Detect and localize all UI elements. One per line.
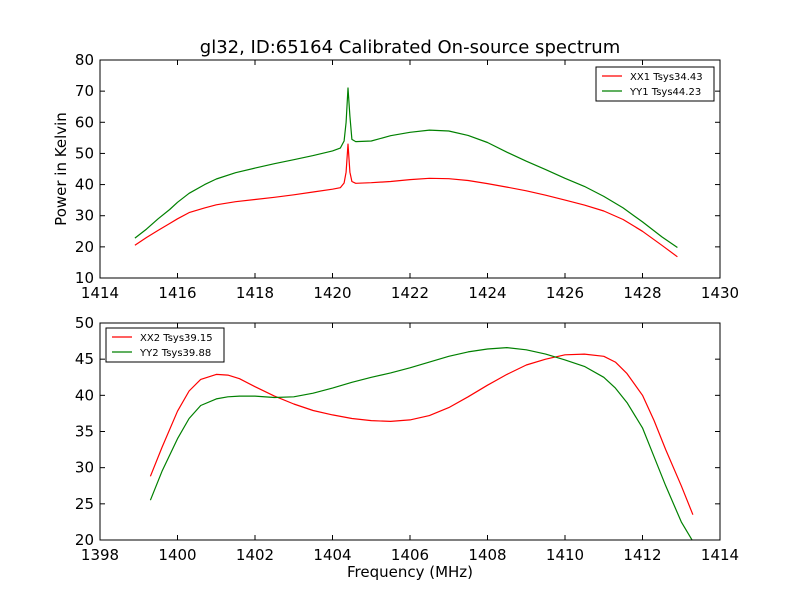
x-tick-label: 1418: [236, 284, 274, 302]
x-tick-label: 1408: [468, 546, 506, 564]
y-tick-label: 20: [75, 531, 94, 549]
y-tick-label: 50: [75, 314, 94, 332]
x-tick-label: 1424: [468, 284, 506, 302]
x-tick-label: 1398: [81, 546, 119, 564]
chart-1: 1414 1416 1418 1420 1422 1424 1426 1428 1430 10 20…: [52, 51, 739, 302]
y-tick-label: 45: [75, 350, 94, 368]
chart-2: 1398 1400 1402 1404 1406 1408 1410 1412 1414 20 25…: [75, 314, 739, 581]
legend-label: XX2 Tsys39.15: [140, 333, 213, 344]
x-tick-label: 1428: [623, 284, 661, 302]
x-tick-label: 1426: [546, 284, 584, 302]
y-tick-label: 30: [75, 459, 94, 477]
series-line-2-2: [149, 347, 693, 540]
legend: XX2 Tsys39.15 YY2 Tsys39.88: [105, 327, 225, 363]
y-tick-label: 10: [75, 269, 94, 287]
y-tick-label: 60: [75, 113, 94, 131]
legend-label: YY1 Tsys44.23: [629, 87, 701, 98]
x-tick-label: 1420: [313, 284, 351, 302]
x-tick-label: 1412: [623, 546, 661, 564]
y-axis-label: Power in Kelvin: [52, 112, 70, 226]
x-tick-label: 1422: [391, 284, 429, 302]
series-line-2-1: [149, 353, 694, 515]
y-tick-label: 35: [75, 423, 94, 441]
x-axis-label: Frequency (MHz): [347, 563, 473, 581]
series-line-1-1: [134, 143, 678, 258]
legend: XX1 Tsys34.43 YY1 Tsys44.23: [595, 66, 715, 102]
y-tick-label: 30: [75, 207, 94, 225]
x-tick-label: 1406: [391, 546, 429, 564]
legend-box: [105, 327, 225, 363]
charts-container: 1414 1416 1418 1420 1422 1424 1426 1428 1430 10 20…: [52, 51, 739, 581]
figure-title: gl32, ID:65164 Calibrated On-source spec…: [200, 37, 620, 58]
y-tick-label: 20: [75, 238, 94, 256]
x-tick-label: 1414: [701, 546, 739, 564]
series-line-1-2: [134, 87, 678, 248]
x-tick-label: 1400: [158, 546, 196, 564]
y-tick-label: 40: [75, 386, 94, 404]
legend-label: YY2 Tsys39.88: [139, 348, 211, 359]
y-tick-label: 25: [75, 495, 94, 513]
x-tick-label: 1404: [313, 546, 351, 564]
legend-label: XX1 Tsys34.43: [630, 72, 703, 83]
legend-box: [595, 66, 715, 102]
x-tick-label: 1430: [701, 284, 739, 302]
x-tick-label: 1416: [158, 284, 196, 302]
y-tick-label: 50: [75, 144, 94, 162]
y-tick-label: 40: [75, 176, 94, 194]
y-tick-label: 80: [75, 51, 94, 69]
x-tick-label: 1414: [81, 284, 119, 302]
x-tick-label: 1402: [236, 546, 274, 564]
y-tick-label: 70: [75, 82, 94, 100]
x-tick-label: 1410: [546, 546, 584, 564]
